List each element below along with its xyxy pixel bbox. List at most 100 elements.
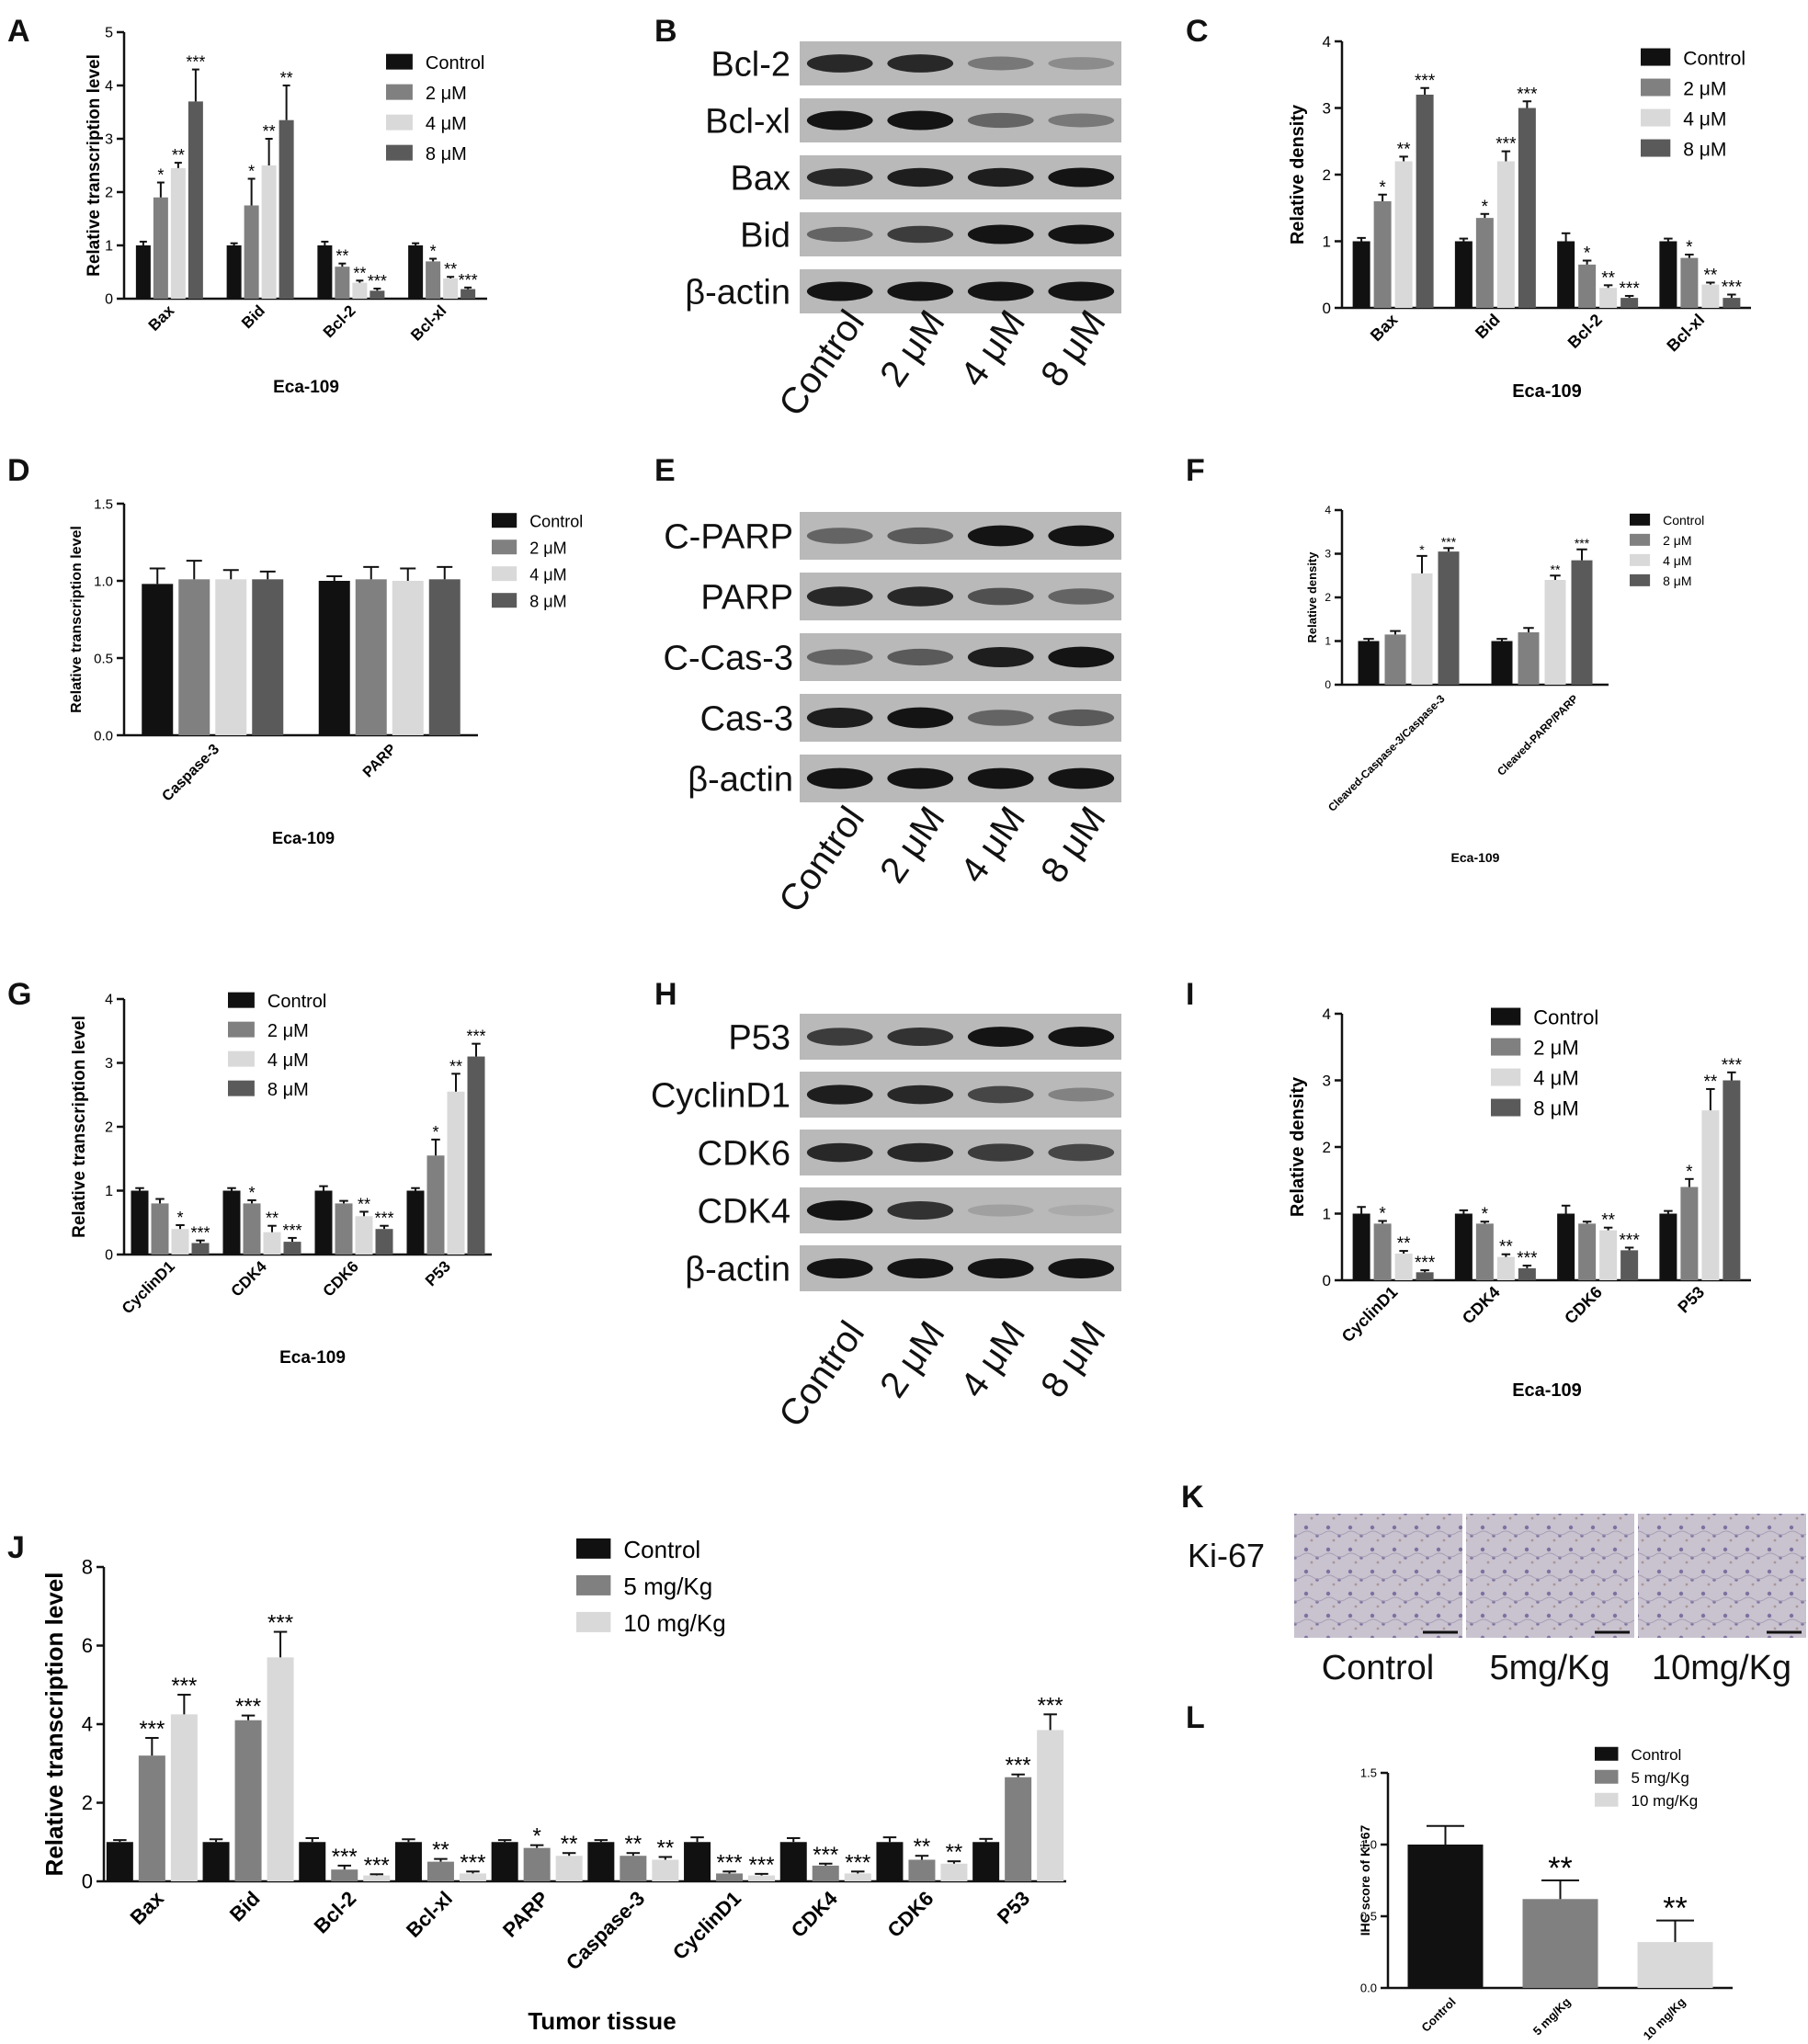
legend-swatch xyxy=(1641,139,1671,157)
bar-4-μM-Caspase-3 xyxy=(215,579,247,735)
band xyxy=(806,1084,873,1105)
y-tick-label: 0 xyxy=(105,1248,113,1264)
significance-label: * xyxy=(157,166,164,185)
y-tick-label: 2 xyxy=(1325,591,1331,604)
panel-letter-A: A xyxy=(7,14,30,49)
band xyxy=(806,586,873,607)
bar-5-mg/Kg-CDK6 xyxy=(908,1859,936,1881)
panel-letter-K: K xyxy=(1181,1480,1204,1515)
y-tick-label: 1 xyxy=(1323,1205,1331,1222)
blot-row-C-Cas-3: C-Cas-3 xyxy=(664,633,1121,681)
band xyxy=(967,1027,1034,1047)
legend: Control 2 μM 4 μM 8 μM xyxy=(1491,1006,1598,1120)
blot-row-Bid: Bid xyxy=(740,212,1121,256)
y-tick-label: 3 xyxy=(105,132,113,148)
blot-row-β-actin: β-actin xyxy=(685,1245,1121,1291)
significance-label: * xyxy=(1379,1204,1386,1223)
y-tick-label: 1.5 xyxy=(94,496,113,512)
significance-label: *** xyxy=(749,1853,775,1878)
y-tick-label: 8 xyxy=(82,1556,93,1579)
significance-label: *** xyxy=(235,1695,261,1720)
band xyxy=(887,1142,954,1163)
chart-D: 0.0 0.5 1.0 1.5 Relative transcription level… xyxy=(69,496,583,847)
bar-4-μM-Bax xyxy=(170,167,186,299)
significance-label: *** xyxy=(466,1028,485,1046)
legend-label: 10 mg/Kg xyxy=(623,1609,725,1637)
legend-swatch xyxy=(1630,553,1651,566)
ihc-group-label: 10mg/Kg xyxy=(1652,1649,1791,1687)
bar-Control-Bcl-2 xyxy=(1557,241,1575,308)
y-tick-label: 2 xyxy=(105,186,113,201)
bar-8-μM-Bax xyxy=(1416,95,1434,308)
y-tick-label: 0.0 xyxy=(94,728,113,744)
category-label: Bcl-xl xyxy=(407,301,449,344)
significance-label: * xyxy=(432,1123,438,1141)
legend: Control 2 μM 4 μM 8 μM xyxy=(1630,513,1704,588)
legend-swatch xyxy=(386,84,413,100)
legend-swatch xyxy=(228,1080,255,1096)
y-axis-label: Relative transcription level xyxy=(70,1016,89,1238)
blot-row-label: Bax xyxy=(731,159,790,198)
band xyxy=(967,1258,1034,1278)
significance-label: ** xyxy=(1663,1891,1687,1926)
band xyxy=(967,525,1034,547)
legend-label: 5 mg/Kg xyxy=(1632,1769,1689,1787)
y-tick-label: 6 xyxy=(82,1634,93,1657)
band xyxy=(1048,281,1115,301)
band xyxy=(1048,167,1115,187)
band xyxy=(1048,57,1115,70)
bar-4-μM-Bcl-xl xyxy=(1701,284,1720,308)
band xyxy=(806,1142,873,1163)
category-label: Cleaved-PARP/PARP xyxy=(1495,692,1581,778)
y-tick-label: 1 xyxy=(1323,233,1331,250)
legend-label: 4 μM xyxy=(267,1050,309,1071)
legend-label: 2 μM xyxy=(426,84,467,104)
y-tick-label: 2 xyxy=(1323,1139,1331,1156)
significance-label: ** xyxy=(1397,1234,1411,1254)
band xyxy=(1048,1027,1115,1047)
lane-label: 2 μM xyxy=(872,800,953,891)
bar-8-μM-CDK4 xyxy=(1518,1267,1536,1280)
y-tick-label: 1 xyxy=(105,239,113,255)
bar-Control-Bax xyxy=(1352,241,1370,308)
bar-4-μM-Cleaved-PARP/PARP xyxy=(1544,580,1566,685)
bar-4-μM-Cleaved-Caspase-3/Caspase-3 xyxy=(1411,573,1433,685)
bar-2-μM-Cleaved-PARP/PARP xyxy=(1518,632,1540,685)
bar-8-μM-CyclinD1 xyxy=(1416,1272,1434,1280)
band xyxy=(1048,646,1115,668)
bar-Control-CDK6 xyxy=(876,1842,904,1881)
western-blot-H: P53 CyclinD1 CDK6 CDK4 β-actin Control 2 μM 4 μ… xyxy=(651,1014,1121,1435)
bar-Control-CDK4 xyxy=(779,1842,807,1881)
significance-label: *** xyxy=(374,1209,393,1228)
blot-row-label: Bcl-xl xyxy=(705,102,790,141)
blot-row-Bax: Bax xyxy=(731,155,1121,199)
legend-swatch xyxy=(1630,533,1651,546)
band xyxy=(967,224,1034,244)
bar-10-mg/Kg-CyclinD1 xyxy=(748,1875,776,1881)
legend-label: 10 mg/Kg xyxy=(1632,1792,1699,1810)
bar-5-mg/Kg-CyclinD1 xyxy=(716,1873,744,1881)
legend-swatch xyxy=(1641,78,1671,97)
legend: Control 2 μM 4 μM 8 μM xyxy=(492,512,583,610)
panel-letter-D: D xyxy=(7,453,30,488)
panel-letter-G: G xyxy=(7,977,31,1012)
significance-label: ** xyxy=(1703,266,1717,285)
y-tick-label: 2 xyxy=(105,1120,113,1136)
bar-Control-Bcl-xl xyxy=(1659,241,1677,308)
ihc-group-label: Control xyxy=(1322,1649,1435,1687)
bar-Control-CyclinD1 xyxy=(1352,1213,1370,1280)
significance-label: ** xyxy=(353,264,366,282)
significance-label: ** xyxy=(1601,1211,1615,1231)
significance-label: ** xyxy=(432,1838,449,1863)
category-label: PARP xyxy=(498,1887,553,1942)
category-label: Bid xyxy=(1472,311,1504,343)
bar-2-μM-CDK4 xyxy=(243,1203,261,1255)
blot-row-label: β-actin xyxy=(688,760,793,799)
band xyxy=(887,707,954,729)
legend: Control 5 mg/Kg 10 mg/Kg xyxy=(576,1536,726,1637)
band xyxy=(1048,1087,1115,1102)
bar-4-μM-PARP xyxy=(392,581,424,735)
lane-label: Control xyxy=(771,303,872,424)
bar-Control-CyclinD1 xyxy=(684,1842,711,1881)
